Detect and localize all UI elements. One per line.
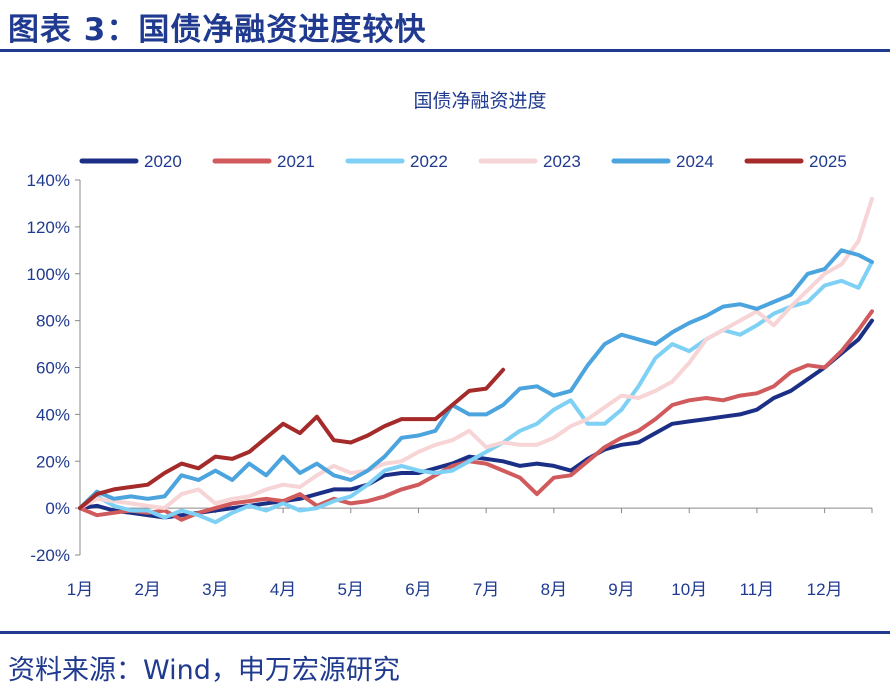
series-group <box>78 196 874 525</box>
x-tick-label: 8月 <box>541 580 567 599</box>
series-line-2022 <box>78 260 874 525</box>
x-tick-label: 5月 <box>338 580 364 599</box>
x-axis: 1月 2月 3月 4月 5月 6月 7月 8月 9月 10月 11月 12月 <box>67 507 873 599</box>
legend-label: 2021 <box>277 152 315 171</box>
series-line-2025 <box>78 367 506 511</box>
y-tick-label: 0% <box>45 499 70 518</box>
x-tick-label: 4月 <box>270 580 296 599</box>
legend-item-2023: 2023 <box>478 152 581 171</box>
x-tick-label: 3月 <box>202 580 228 599</box>
series-line-2023 <box>78 196 874 511</box>
y-tick-label: 40% <box>36 405 70 424</box>
x-tick-label: 6月 <box>405 580 431 599</box>
x-tick-label: 10月 <box>671 580 707 599</box>
series-line-2021 <box>78 309 874 522</box>
figure-header-title: 图表 3：国债净融资进度较快 <box>8 12 427 48</box>
header-rule <box>0 49 890 52</box>
y-tick-label: 80% <box>36 312 70 331</box>
legend-item-2022: 2022 <box>345 152 448 171</box>
x-tick-label: 1月 <box>67 580 93 599</box>
legend-item-2021: 2021 <box>212 152 315 171</box>
legend-item-2025: 2025 <box>744 152 847 171</box>
x-tick-label: 12月 <box>807 580 843 599</box>
x-tick-label: 2月 <box>134 580 160 599</box>
legend-label: 2025 <box>809 152 847 171</box>
x-tick-label: 7月 <box>473 580 499 599</box>
y-tick-label: 60% <box>36 359 70 378</box>
y-axis: -20% 0% 20% 40% 60% 80% 100% 120% 140% <box>27 171 81 565</box>
y-tick-label: 100% <box>27 265 70 284</box>
x-tick-label: 11月 <box>740 580 775 599</box>
chart-title: 国债净融资进度 <box>413 90 546 112</box>
x-tick-label: 9月 <box>608 580 634 599</box>
y-tick-label: -20% <box>30 546 70 565</box>
legend-label: 2023 <box>543 152 581 171</box>
legend-label: 2022 <box>410 152 448 171</box>
chart-legend: 2020 2021 2022 2023 2024 2025 <box>79 152 847 171</box>
source-note: 资料来源：Wind，申万宏源研究 <box>8 655 400 686</box>
y-tick-label: 120% <box>27 218 70 237</box>
footer-rule <box>0 631 890 634</box>
legend-item-2020: 2020 <box>79 152 182 171</box>
legend-label: 2024 <box>676 152 714 171</box>
y-tick-label: 140% <box>27 171 70 190</box>
series-line-2024 <box>78 248 874 511</box>
line-chart: 国债净融资进度 2020 2021 2022 2023 2024 2025 -20% 0% 2… <box>27 90 874 599</box>
legend-item-2024: 2024 <box>611 152 714 171</box>
legend-label: 2020 <box>144 152 182 171</box>
y-tick-label: 20% <box>36 452 70 471</box>
